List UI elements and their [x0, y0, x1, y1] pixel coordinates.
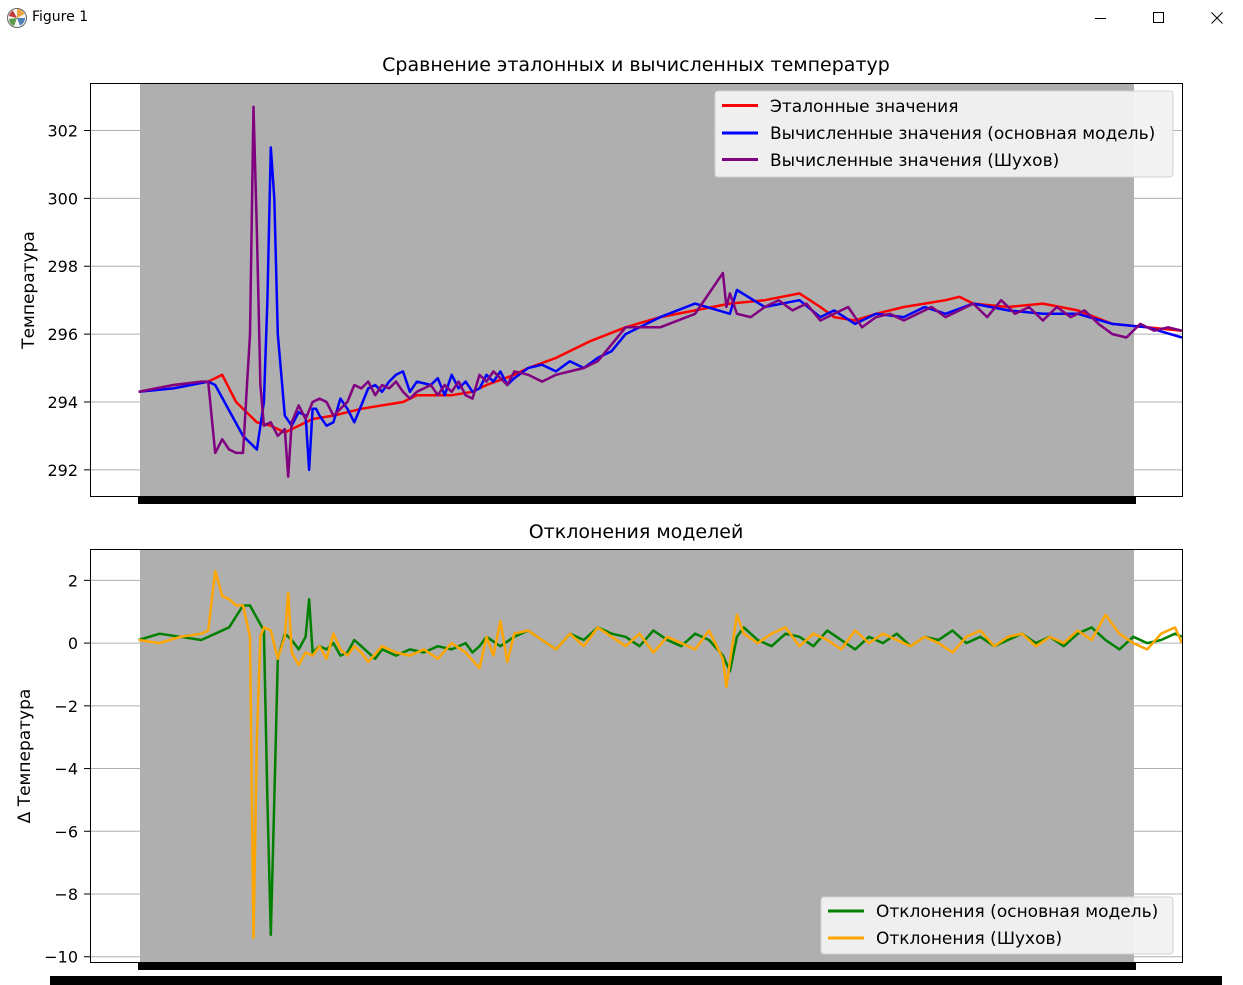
legend-entry-ref: Эталонные значения [770, 97, 958, 117]
close-button[interactable] [1188, 0, 1243, 36]
minimize-button[interactable] [1072, 0, 1130, 36]
top-y-ticks: 292 294 296 298 300 302 [47, 122, 90, 480]
bottom-ytick-label: −10 [44, 948, 78, 967]
top-ytick-label: 292 [47, 461, 78, 480]
bottom-legend: Отклонения (основная модель) Отклонения … [820, 896, 1174, 955]
bottom-ytick-label: 2 [68, 571, 78, 590]
figure-bottom-band [50, 976, 1222, 985]
bottom-y-axis-label: Δ Температура [15, 689, 35, 824]
legend-entry-shukhov: Вычисленные значения (Шухов) [770, 151, 1059, 171]
bottom-ytick-label: 0 [68, 634, 78, 653]
maximize-button[interactable] [1130, 0, 1188, 36]
top-ytick-label: 302 [47, 122, 78, 141]
top-ytick-label: 300 [47, 189, 78, 208]
bottom-ytick-label: −6 [54, 822, 78, 841]
bottom-ytick-label: −8 [54, 885, 78, 904]
bottom-series-lines [138, 569, 1184, 940]
bottom-chart-title: Отклонения моделей [529, 521, 744, 543]
bottom-axes-frame [90, 549, 1183, 963]
bottom-ytick-label: −4 [54, 760, 78, 779]
legend-entry-dev-main: Отклонения (основная модель) [876, 902, 1158, 922]
top-xtick-band [138, 497, 1136, 504]
close-icon [1211, 12, 1223, 24]
top-ytick-label: 296 [47, 325, 78, 344]
top-ytick-label: 298 [47, 257, 78, 276]
top-axes-frame [90, 83, 1183, 497]
bottom-y-ticks: −10 −8 −6 −4 −2 0 2 [44, 571, 90, 967]
top-legend: Эталонные значения Вычисленные значения … [714, 90, 1174, 178]
window-title: Figure 1 [32, 9, 89, 25]
bottom-xtick-band [138, 963, 1136, 970]
bottom-series-line-1 [138, 569, 1184, 940]
minimize-icon [1095, 18, 1106, 19]
window-titlebar: Figure 1 [0, 0, 1243, 36]
matplotlib-logo-icon [7, 8, 27, 28]
bottom-ytick-label: −2 [54, 697, 78, 716]
bottom-legend-box [820, 896, 1174, 955]
top-chart-title: Сравнение эталонных и вычисленных темпер… [382, 54, 890, 76]
temperature-comparison-plot: Сравнение эталонных и вычисленных темпер… [19, 54, 1183, 504]
top-legend-box [714, 90, 1174, 178]
top-ytick-label: 294 [47, 393, 78, 412]
figure-canvas: Сравнение эталонных и вычисленных темпер… [15, 54, 1222, 985]
top-series-line-2 [138, 105, 1183, 478]
top-y-axis-label: Температура [19, 231, 39, 350]
legend-entry-main: Вычисленные значения (основная модель) [770, 124, 1155, 144]
top-series-lines [138, 105, 1183, 478]
deviation-plot: Отклонения моделей −10 −8 −6 −4 −2 0 2 Δ Темпе… [15, 521, 1222, 985]
top-grid [90, 130, 1182, 471]
maximize-icon [1153, 12, 1164, 23]
legend-entry-dev-shukhov: Отклонения (Шухов) [876, 929, 1062, 949]
